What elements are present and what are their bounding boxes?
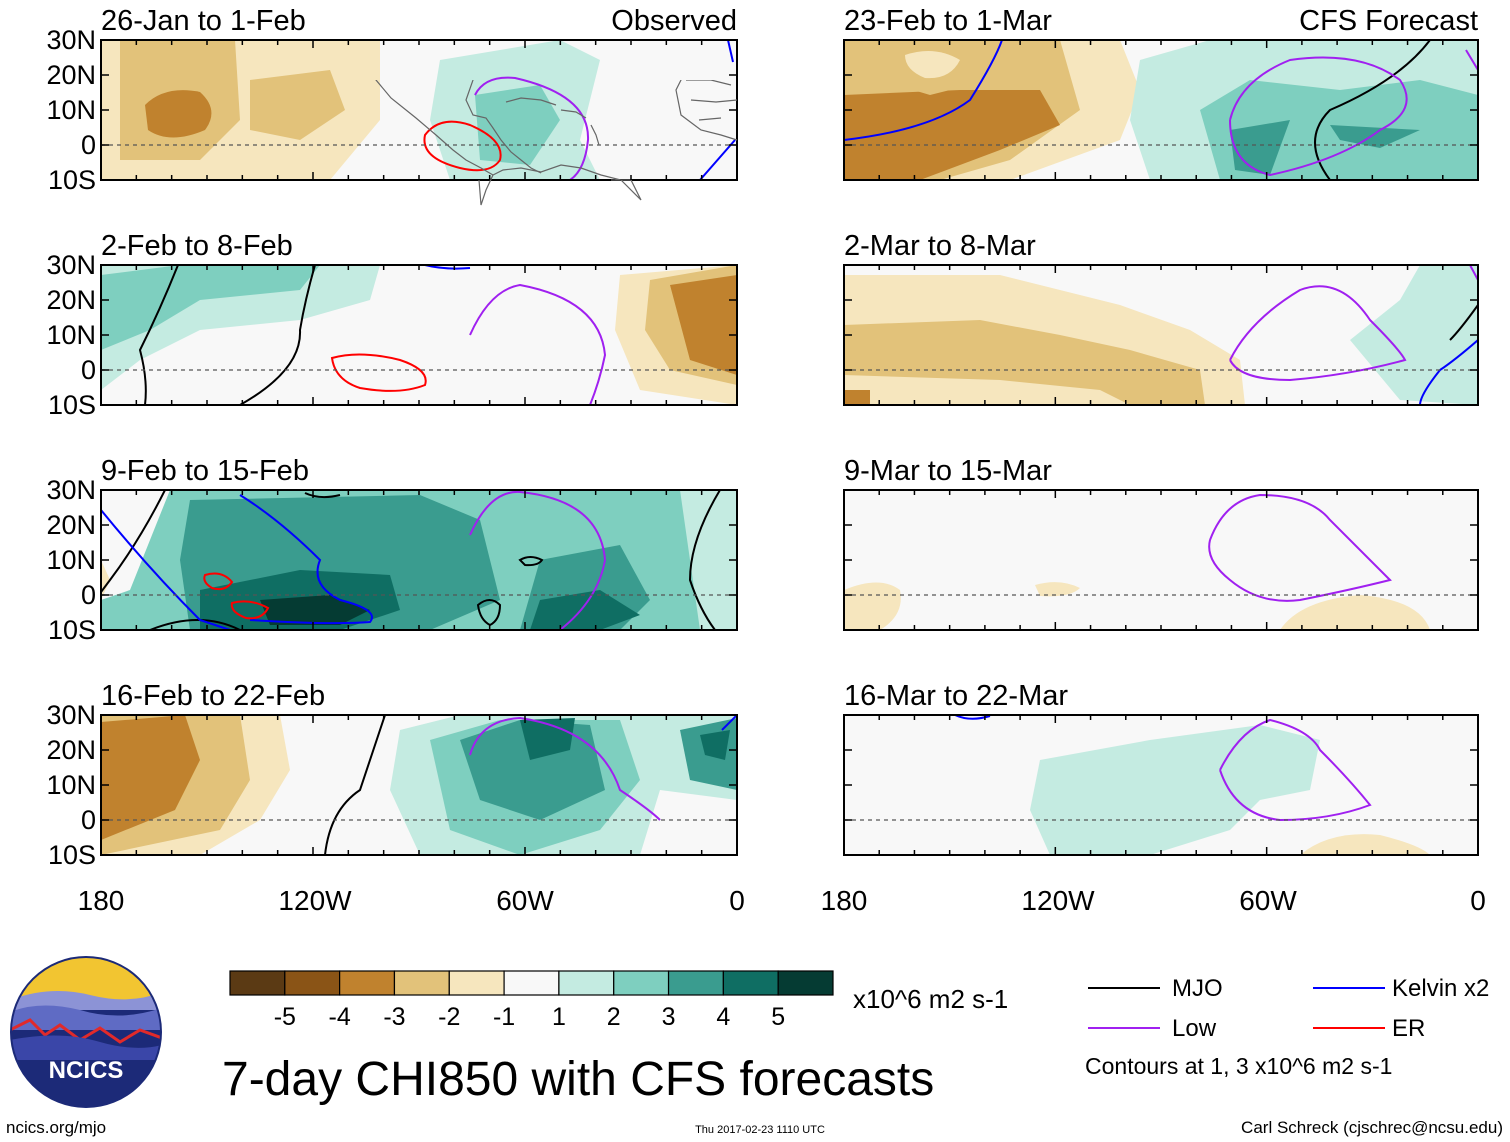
logo-text: NCICS bbox=[49, 1057, 124, 1084]
colorbar-swatch bbox=[393, 970, 450, 996]
legend-label-low: Low bbox=[1172, 1015, 1217, 1042]
panel-title-forecast-2: 2-Mar to 8-Mar bbox=[844, 230, 1036, 262]
panel-title-observed-2: 2-Feb to 8-Feb bbox=[101, 230, 293, 262]
colorbar-swatch bbox=[339, 970, 396, 996]
colorbar-swatch bbox=[777, 970, 834, 996]
footer-author: Carl Schreck (cjschrec@ncsu.edu) bbox=[1241, 1118, 1503, 1137]
colorbar-tick-label: -3 bbox=[383, 1003, 405, 1031]
lat-label: 10N bbox=[46, 770, 96, 800]
colorbar-tick-label: 5 bbox=[771, 1003, 785, 1031]
lat-label: 0 bbox=[81, 355, 96, 385]
contour-note: Contours at 1, 3 x10^6 m2 s-1 bbox=[1085, 1053, 1392, 1079]
colorbar-swatch bbox=[667, 970, 724, 996]
lat-label: 10S bbox=[48, 390, 96, 420]
lon-label-left-180: 180 bbox=[78, 885, 125, 916]
lat-label: 10S bbox=[48, 840, 96, 870]
map-panel-observed-2 bbox=[100, 264, 738, 406]
legend-label-er: ER bbox=[1392, 1015, 1425, 1042]
colorbar-swatch bbox=[448, 970, 505, 996]
lon-label-right-0: 0 bbox=[1470, 885, 1486, 916]
coastline-outline bbox=[375, 80, 738, 206]
panel-title-observed-3: 9-Feb to 15-Feb bbox=[101, 455, 309, 487]
panel-title-forecast-1: 23-Feb to 1-Mar bbox=[844, 5, 1052, 37]
panel-title-observed-4: 16-Feb to 22-Feb bbox=[101, 680, 325, 712]
lat-label: 20N bbox=[46, 735, 96, 765]
footer-site: ncics.org/mjo bbox=[6, 1118, 106, 1137]
colorbar-tick-label: 3 bbox=[662, 1003, 676, 1031]
lat-label: 10S bbox=[48, 615, 96, 645]
map-panel-forecast-4 bbox=[843, 714, 1479, 856]
colorbar-tick-label: -5 bbox=[274, 1003, 296, 1031]
lat-label: 20N bbox=[46, 285, 96, 315]
observed-tag: Observed bbox=[611, 5, 737, 37]
colorbar-tick-label: 4 bbox=[716, 1003, 730, 1031]
main-title: 7-day CHI850 with CFS forecasts bbox=[222, 1053, 934, 1106]
colorbar-swatch bbox=[613, 970, 670, 996]
lon-label-right-180: 180 bbox=[821, 885, 868, 916]
colorbar-swatch bbox=[229, 970, 286, 996]
colorbar-swatch bbox=[558, 970, 615, 996]
legend-label-kelvin: Kelvin x2 bbox=[1392, 975, 1489, 1002]
lat-label: 20N bbox=[46, 60, 96, 90]
colorbar bbox=[229, 970, 834, 996]
lat-label: 0 bbox=[81, 580, 96, 610]
lon-label-left-120w: 120W bbox=[278, 885, 352, 916]
lat-label: 30N bbox=[46, 700, 96, 730]
colorbar-tick-label: 1 bbox=[552, 1003, 566, 1031]
lat-label: 10N bbox=[46, 95, 96, 125]
map-panel-forecast-2 bbox=[843, 264, 1479, 406]
cfs-forecast-tag: CFS Forecast bbox=[1299, 5, 1478, 37]
coastline-layer bbox=[375, 80, 738, 206]
lat-label: 10S bbox=[48, 165, 96, 195]
lat-label: 10N bbox=[46, 320, 96, 350]
lat-label: 30N bbox=[46, 475, 96, 505]
ncics-logo: NCICS bbox=[10, 956, 162, 1108]
colorbar-swatch bbox=[284, 970, 341, 996]
lon-label-right-120w: 120W bbox=[1021, 885, 1095, 916]
map-panel-forecast-1 bbox=[843, 39, 1479, 181]
colorbar-swatch bbox=[722, 970, 779, 996]
lat-label: 0 bbox=[81, 805, 96, 835]
colorbar-tick-label: -4 bbox=[329, 1003, 351, 1031]
panel-title-observed-1: 26-Jan to 1-Feb bbox=[101, 5, 306, 37]
map-panel-observed-3 bbox=[100, 489, 738, 631]
colorbar-tick-label: -1 bbox=[493, 1003, 515, 1031]
lat-label: 30N bbox=[46, 250, 96, 280]
lat-label: 30N bbox=[46, 25, 96, 55]
axis-ticks bbox=[100, 39, 1479, 856]
colorbar-units: x10^6 m2 s-1 bbox=[853, 984, 1008, 1014]
line-legend: MJO Kelvin x2 Low ER Contours at 1, 3 x1… bbox=[1085, 975, 1489, 1079]
colorbar-tick-label: -2 bbox=[438, 1003, 460, 1031]
map-panel-observed-4 bbox=[100, 714, 738, 856]
lon-label-right-60w: 60W bbox=[1239, 885, 1297, 916]
map-panel-observed-1 bbox=[100, 39, 738, 181]
lon-label-left-0: 0 bbox=[729, 885, 745, 916]
lon-label-left-60w: 60W bbox=[496, 885, 554, 916]
panel-title-forecast-3: 9-Mar to 15-Mar bbox=[844, 455, 1052, 487]
legend-label-mjo: MJO bbox=[1172, 975, 1223, 1002]
colorbar-tick-label: 2 bbox=[607, 1003, 621, 1031]
map-panel-forecast-3 bbox=[843, 489, 1479, 631]
lat-label: 0 bbox=[81, 130, 96, 160]
lat-label: 10N bbox=[46, 545, 96, 575]
footer-timestamp: Thu 2017-02-23 1110 UTC bbox=[695, 1124, 825, 1136]
panel-title-forecast-4: 16-Mar to 22-Mar bbox=[844, 680, 1068, 712]
colorbar-swatch bbox=[503, 970, 560, 996]
lat-label: 20N bbox=[46, 510, 96, 540]
